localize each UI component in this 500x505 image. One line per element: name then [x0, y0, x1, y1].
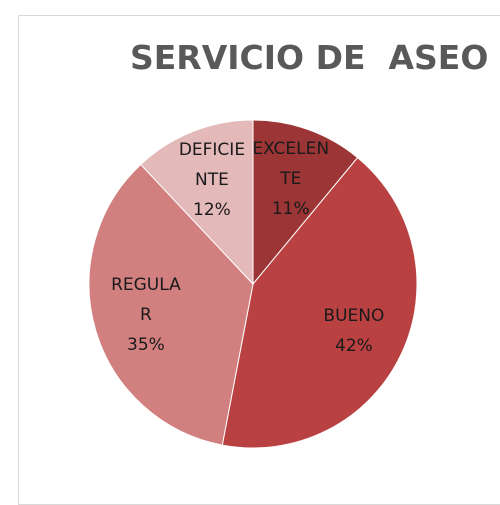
category-label: REGULAR	[111, 275, 181, 326]
category-label: BUENO	[323, 306, 385, 327]
pie-slice	[221, 156, 418, 449]
pie-slice	[140, 119, 254, 286]
category-label: EXCELENTE	[252, 139, 330, 190]
data-label: DEFICIENTE 12%	[173, 135, 251, 225]
pie-slice	[252, 119, 359, 286]
data-label: EXCELENTE 11%	[252, 134, 330, 224]
value-label: 12%	[193, 200, 231, 221]
value-label: 42%	[335, 336, 373, 357]
category-label: DEFICIENTE	[178, 140, 246, 191]
data-label: BUENO 42%	[315, 301, 393, 361]
pie-slice	[88, 163, 254, 446]
value-label: 35%	[127, 335, 165, 356]
value-label: 11%	[271, 199, 310, 220]
data-label: REGULAR 35%	[107, 270, 185, 360]
chart-title: SERVICIO DE ASEO	[130, 38, 489, 77]
